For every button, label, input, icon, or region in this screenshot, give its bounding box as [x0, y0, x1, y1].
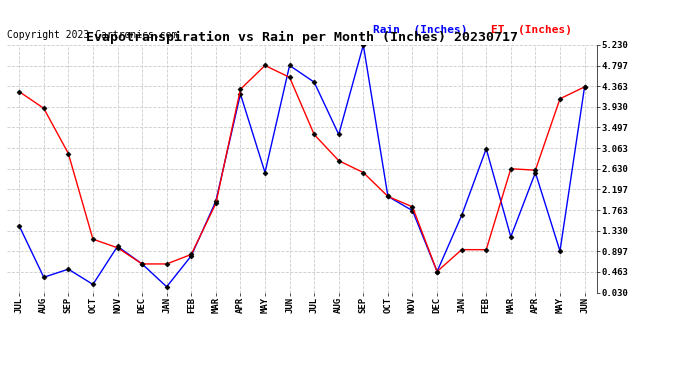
Text: Copyright 2023 Cartronics.com: Copyright 2023 Cartronics.com	[7, 30, 177, 40]
Title: Evapotranspiration vs Rain per Month (Inches) 20230717: Evapotranspiration vs Rain per Month (In…	[86, 31, 518, 44]
Text: ET  (Inches): ET (Inches)	[491, 25, 571, 35]
Text: Rain  (Inches): Rain (Inches)	[373, 25, 467, 35]
